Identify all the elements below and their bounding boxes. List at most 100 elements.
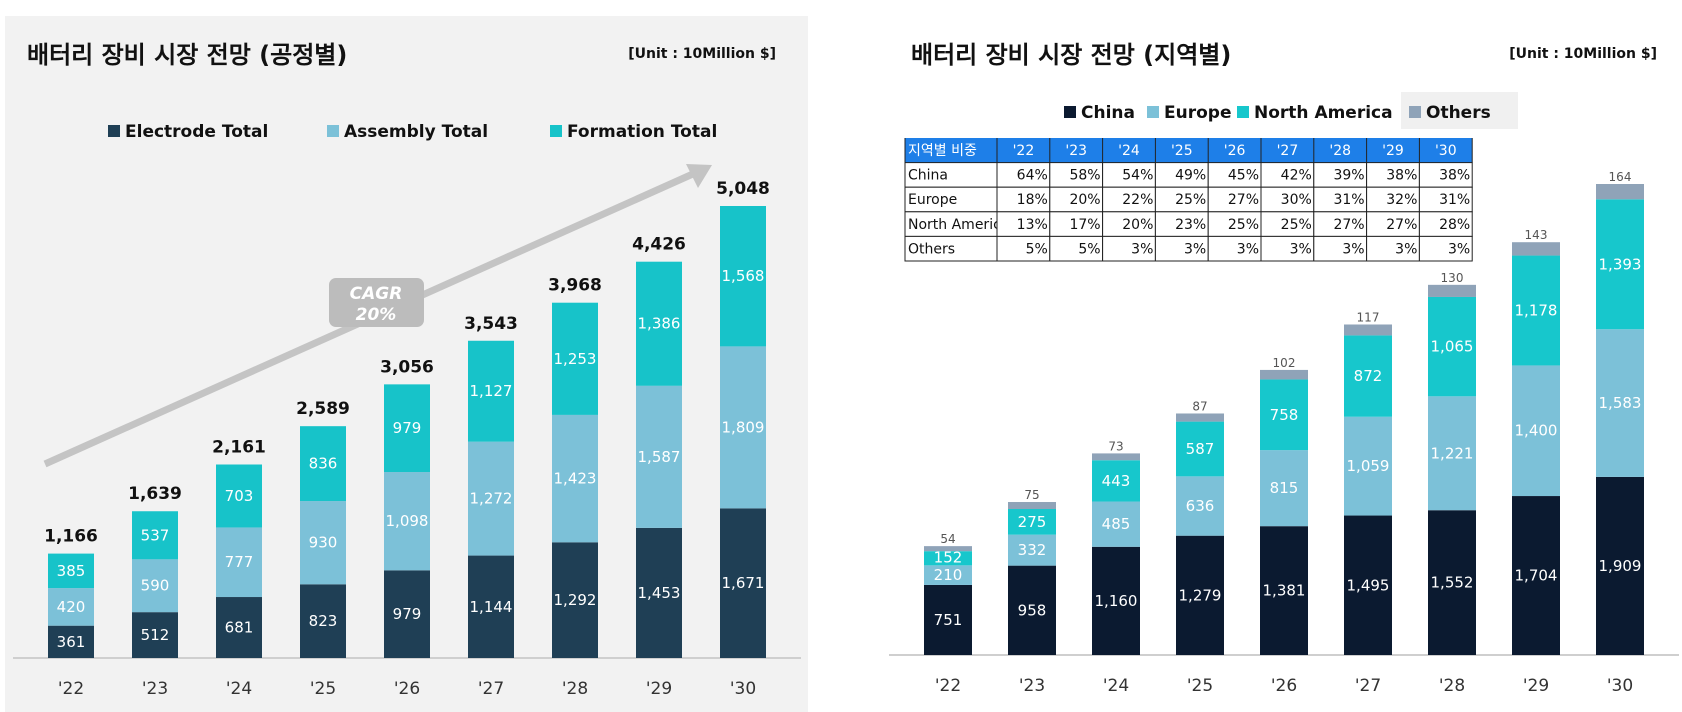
bar-assembly-total <box>216 527 262 598</box>
table-cell <box>1418 162 1473 188</box>
bar-europe <box>1008 534 1056 566</box>
bar-north-america <box>1260 379 1308 451</box>
bar-value-label: 130 <box>1441 271 1464 285</box>
table-cell <box>1366 162 1420 188</box>
table-header-cell: '23 <box>1065 143 1087 159</box>
bar-value-label: 1,144 <box>470 598 513 616</box>
bar-value-label: 485 <box>1102 515 1131 533</box>
bar-europe <box>924 565 972 585</box>
bar-electrode-total <box>636 527 682 658</box>
bar-formation-total <box>132 511 178 560</box>
bar-total-label: 2,589 <box>296 399 350 419</box>
x-tick-label: '30 <box>730 679 756 699</box>
bar-value-label: 1,393 <box>1599 255 1642 273</box>
bar-value-label: 815 <box>1270 479 1299 497</box>
bar-electrode-total <box>720 508 766 658</box>
legend-swatch <box>1064 106 1076 118</box>
x-tick-label: '28 <box>1439 676 1465 696</box>
bar-europe <box>1596 329 1644 477</box>
bar-total-label: 3,056 <box>380 357 434 377</box>
bar-china <box>1176 535 1224 655</box>
table-header-background <box>905 138 1473 163</box>
bar-value-label: 1,059 <box>1347 457 1390 475</box>
table-cell-text: 22% <box>1122 192 1153 208</box>
table-cell <box>904 235 998 262</box>
bar-assembly-total <box>552 414 598 543</box>
bar-formation-total <box>720 206 766 347</box>
bar-formation-total <box>216 464 262 528</box>
table-cell <box>1154 162 1209 188</box>
table-cell <box>1313 235 1368 262</box>
bar-formation-total <box>636 261 682 386</box>
bar-formation-total <box>48 553 94 589</box>
table-cell-text: 3% <box>1290 241 1312 257</box>
table-cell <box>1313 211 1368 237</box>
bar-value-label: 1,587 <box>638 448 681 466</box>
bar-europe <box>1512 365 1560 497</box>
table-cell-text: 31% <box>1333 192 1364 208</box>
table-cell-text: Others <box>908 241 955 257</box>
bar-north-america <box>924 551 972 566</box>
bar-electrode-total <box>384 570 430 658</box>
bar-value-label: 87 <box>1192 399 1207 413</box>
bar-value-label: 1,272 <box>470 490 513 508</box>
bar-china <box>1428 510 1476 655</box>
legend-swatch <box>1147 106 1159 118</box>
bar-value-label: 1,423 <box>554 470 597 488</box>
bar-total-label: 5,048 <box>716 179 770 199</box>
table-cell-text: 32% <box>1386 192 1417 208</box>
region-share-table: 지역별 비중 '22 '23 '24 '25 '26 '27 '28 '29 '30 China 64… <box>904 138 1473 262</box>
bar-china <box>1512 496 1560 655</box>
bar-value-label: 1,279 <box>1179 586 1222 604</box>
bar-value-label: 1,381 <box>1263 582 1306 600</box>
bar-value-label: 1,552 <box>1431 574 1474 592</box>
table-header-cell: '22 <box>1013 143 1035 159</box>
table-cell-text: 54% <box>1122 168 1153 184</box>
bar-value-label: 1,098 <box>386 512 429 530</box>
bar-value-label: 164 <box>1609 170 1632 184</box>
table-cell <box>996 211 1051 237</box>
cagr-badge <box>329 278 424 327</box>
bar-assembly-total <box>384 472 430 571</box>
table-cell-text: 58% <box>1069 168 1100 184</box>
legend-swatch <box>108 125 120 137</box>
table-cell <box>1154 186 1209 213</box>
bar-north-america <box>1428 296 1476 397</box>
table-cell <box>996 162 1051 188</box>
right-chart-title: 배터리 장비 시장 전망 (지역별) <box>911 41 1231 69</box>
table-header-cell: '28 <box>1329 143 1351 159</box>
table-cell <box>1154 235 1209 262</box>
bar-value-label: 587 <box>1186 440 1215 458</box>
bar-assembly-total <box>720 346 766 509</box>
bar-formation-total <box>552 302 598 415</box>
bar-value-label: 152 <box>934 548 963 566</box>
bar-others <box>1512 242 1560 256</box>
x-tick-label: '22 <box>935 676 961 696</box>
table-header-cell: 지역별 비중 <box>908 143 977 159</box>
bar-value-label: 1,253 <box>554 350 597 368</box>
table-header-cell: '30 <box>1435 143 1457 159</box>
bar-china <box>1260 526 1308 655</box>
table-cell-text: 31% <box>1439 192 1470 208</box>
table-cell-text: 3% <box>1184 241 1206 257</box>
table-cell-text: 30% <box>1281 192 1312 208</box>
bar-others <box>1176 413 1224 422</box>
x-tick-label: '24 <box>226 679 252 699</box>
bar-total-label: 3,543 <box>464 314 518 334</box>
table-cell <box>1418 211 1473 237</box>
bar-north-america <box>1596 199 1644 330</box>
bar-value-label: 54 <box>940 532 955 546</box>
bar-electrode-total <box>468 555 514 658</box>
bar-value-label: 1,127 <box>470 382 513 400</box>
bar-value-label: 979 <box>393 605 422 623</box>
cagr-label: CAGR <box>350 284 403 304</box>
x-tick-label: '26 <box>394 679 420 699</box>
bar-value-label: 73 <box>1108 439 1123 453</box>
bar-value-label: 210 <box>934 566 963 584</box>
table-cell <box>1418 186 1473 213</box>
bar-value-label: 117 <box>1357 310 1380 324</box>
table-header-cell: '25 <box>1171 143 1193 159</box>
bar-value-label: 1,160 <box>1095 592 1138 610</box>
bar-electrode-total <box>216 597 262 658</box>
